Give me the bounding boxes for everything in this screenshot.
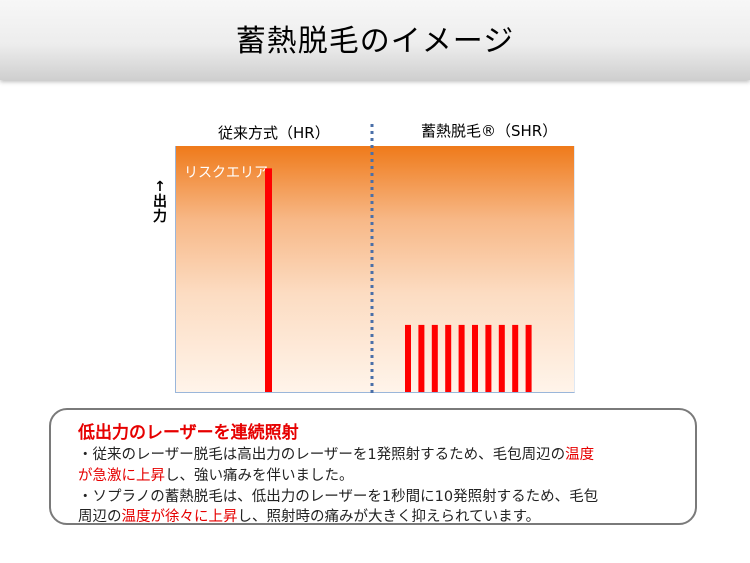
bar-shr-5 [458, 324, 465, 392]
note-line-2-text: し、強い痛みを伴いました。 [165, 468, 354, 484]
note-line-4: 周辺の温度が徐々に上昇し、照射時の痛みが大きく抑えられています。 [78, 505, 540, 526]
note-line-1-text: ・従来のレーザー脱毛は高出力のレーザーを1発照射するため、毛包周辺の [78, 447, 566, 463]
bar-shr-2 [418, 324, 425, 392]
note-line-2: が急激に上昇し、強い痛みを伴いました。 [78, 464, 354, 485]
bar-shr-7 [485, 324, 492, 392]
bar-shr-9 [512, 324, 519, 392]
panel-label-shr: 蓄熱脱毛®（SHR） [421, 122, 558, 140]
plot-area [175, 146, 575, 393]
note-line-1-highlight: 温度 [565, 447, 595, 463]
note-line-4-text-b: し、照射時の痛みが大きく抑えられています。 [237, 509, 541, 525]
note-line-3: ・ソプラノの蓄熱脱毛は、低出力のレーザーを1秒間に10発照射するため、毛包 [78, 489, 599, 505]
bar-shr-8 [498, 324, 505, 392]
note-line-4-text-a: 周辺の [78, 509, 122, 525]
bar-shr-3 [431, 324, 438, 392]
note-heading: 低出力のレーザーを連続照射 [78, 423, 299, 443]
note-line-2-highlight: が急激に上昇 [78, 468, 165, 484]
slide-title: 蓄熱脱毛のイメージ [235, 24, 515, 59]
bar-shr-4 [445, 324, 452, 392]
bar-hr-1 [265, 168, 272, 392]
note-line-4-highlight: 温度が徐々に上昇 [121, 509, 238, 525]
bars-group [265, 168, 532, 392]
bar-shr-1 [405, 324, 411, 392]
risk-area-label: リスクエリア [184, 165, 268, 181]
bar-shr-6 [472, 324, 478, 392]
bar-shr-10 [525, 324, 532, 392]
note-line-1: ・従来のレーザー脱毛は高出力のレーザーを1発照射するため、毛包周辺の温度 [78, 443, 594, 464]
note-box [49, 408, 697, 525]
y-axis-label: ↑出力 [153, 179, 167, 225]
panel-label-hr: 従来方式（HR） [218, 124, 330, 142]
title-bar [0, 0, 750, 80]
